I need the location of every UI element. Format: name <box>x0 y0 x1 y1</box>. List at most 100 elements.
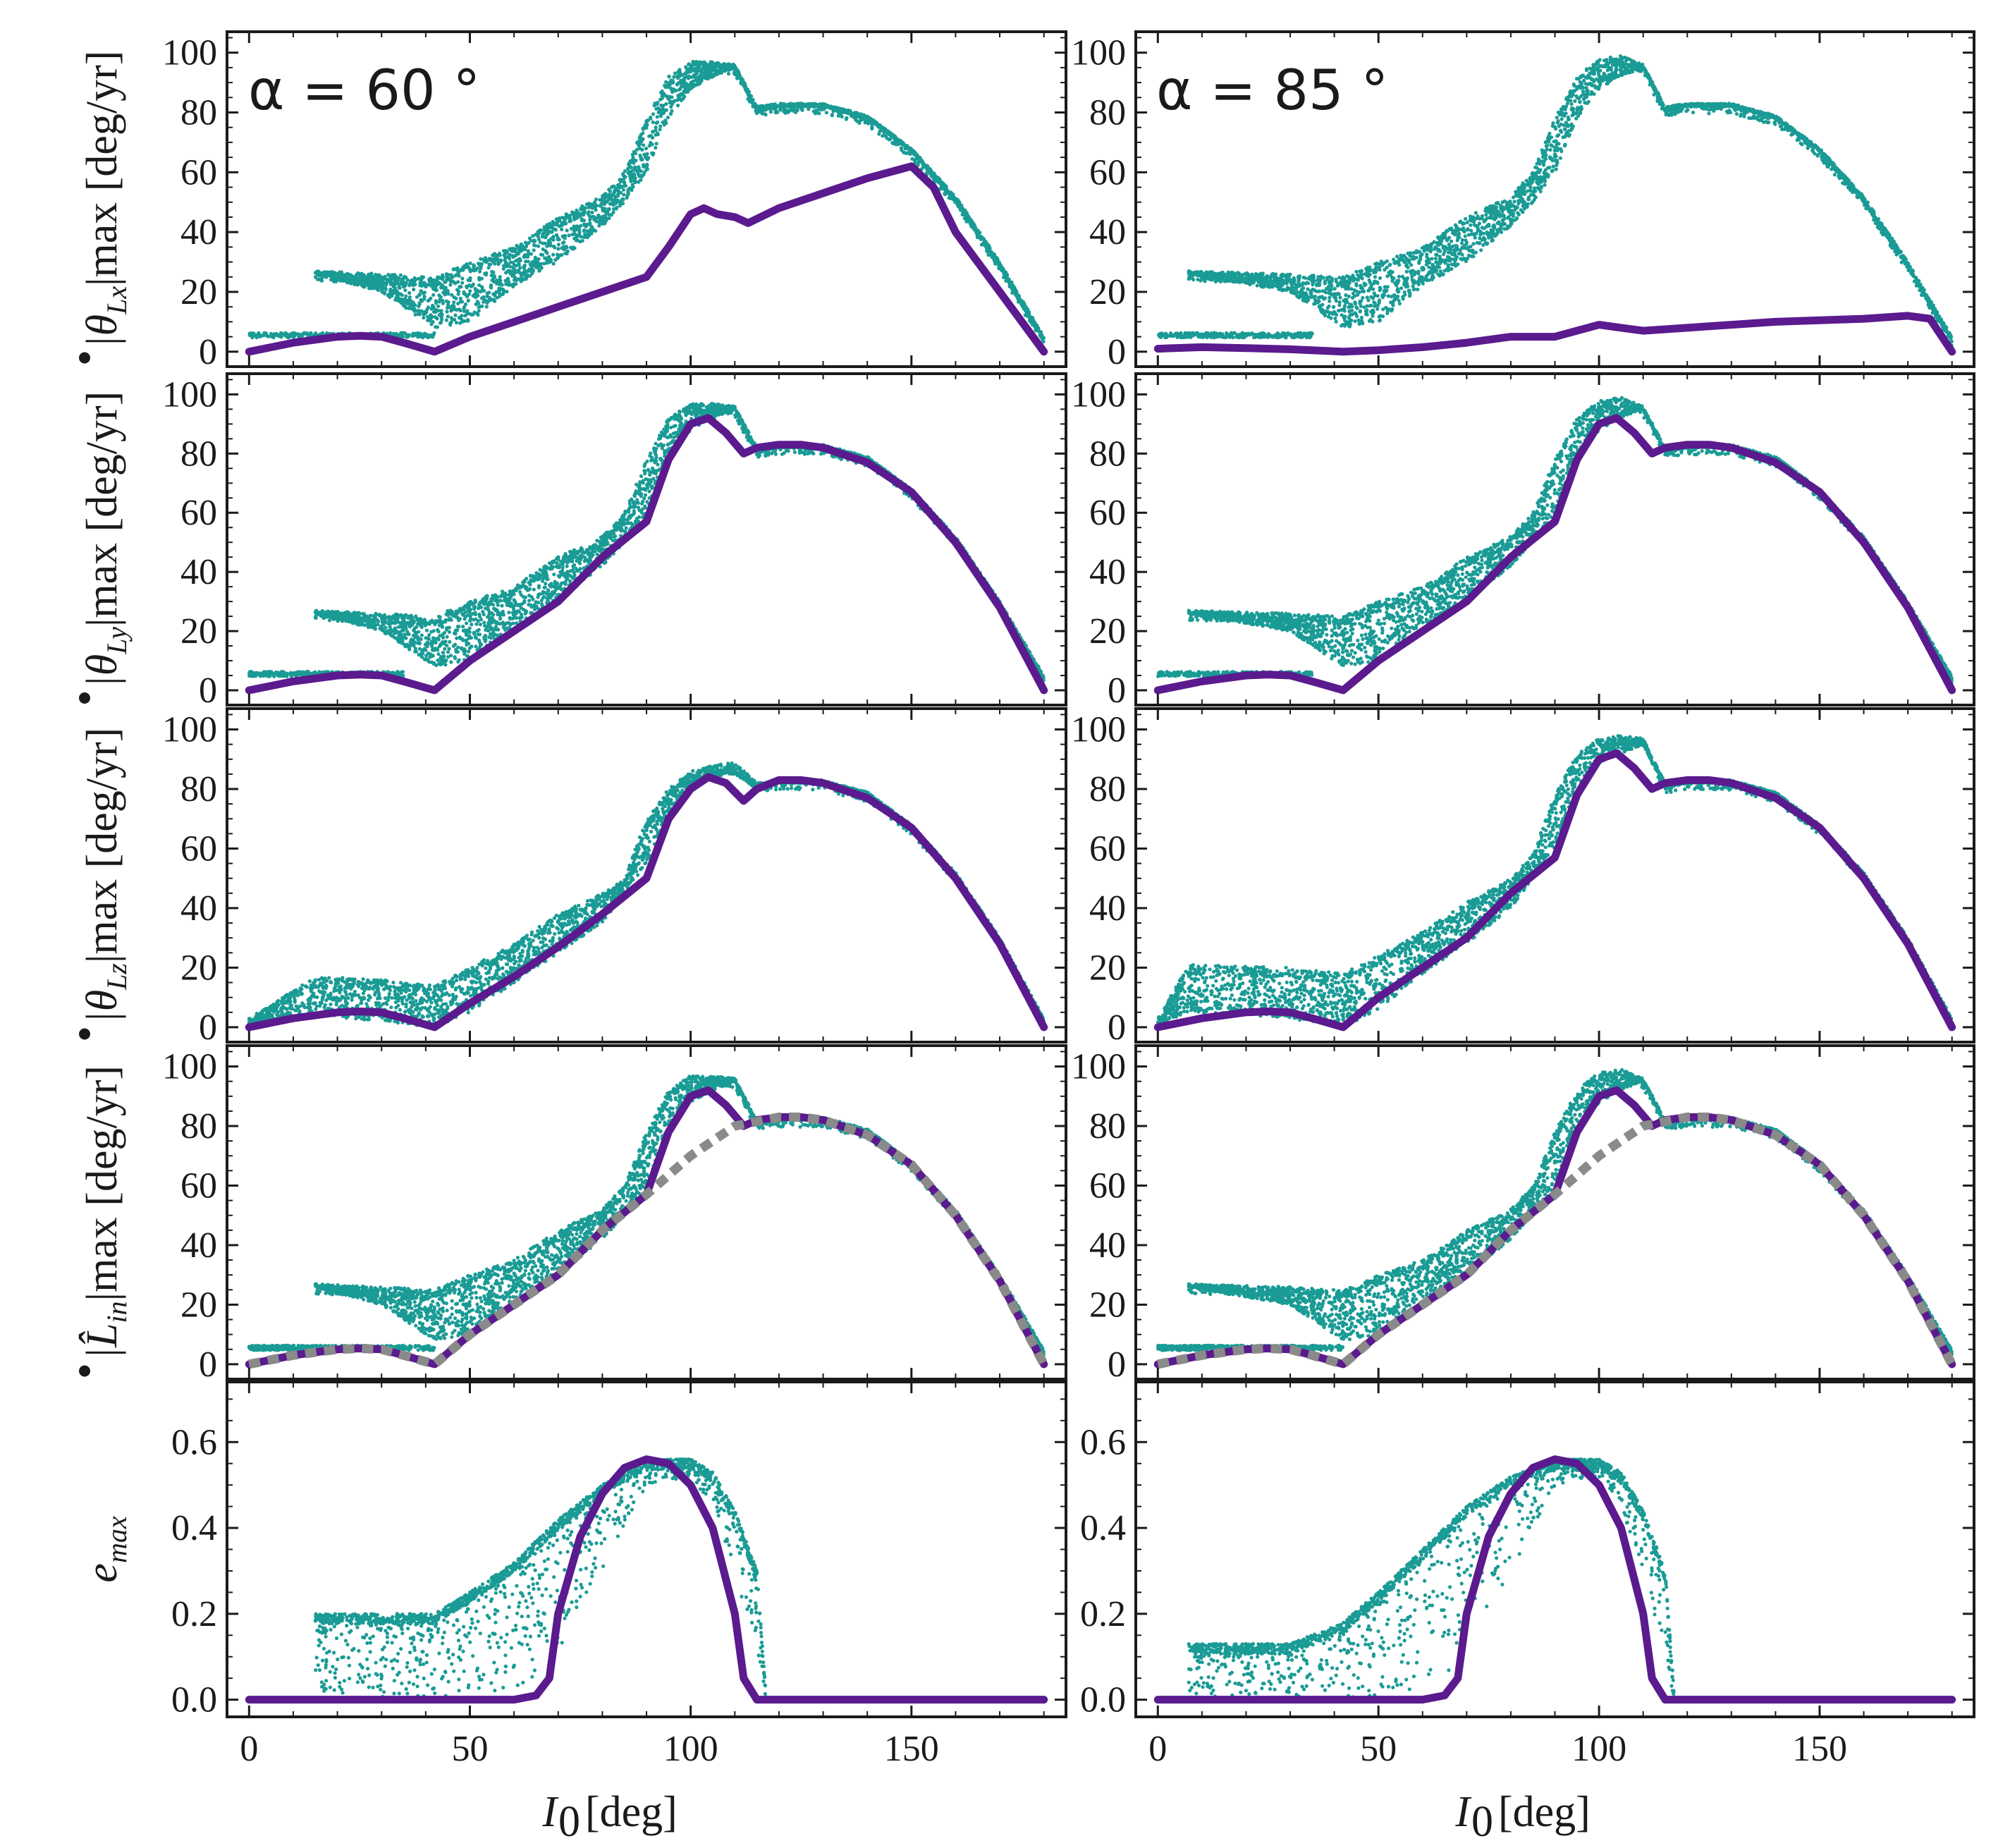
scatter-point <box>652 104 656 108</box>
scatter-point <box>527 241 531 245</box>
scatter-point <box>778 107 782 111</box>
scatter-point <box>419 309 424 313</box>
scatter-point <box>434 299 439 303</box>
scatter-point <box>400 277 404 281</box>
scatter-point <box>374 285 378 289</box>
scatter-point <box>452 280 456 284</box>
scatter-point <box>633 168 638 172</box>
scatter-point <box>1554 167 1558 171</box>
scatter-point <box>630 188 634 192</box>
scatter-point <box>543 256 547 260</box>
scatter-point <box>621 197 625 202</box>
scatter-point <box>400 280 405 284</box>
scatter-point <box>1031 319 1036 323</box>
scatter-point <box>1373 275 1378 279</box>
scatter-point <box>650 151 654 155</box>
scatter-point <box>458 285 462 289</box>
scatter-point <box>252 334 257 338</box>
y-tick-label: 0 <box>199 332 217 372</box>
scatter-point <box>300 334 305 338</box>
scatter-point <box>430 306 434 310</box>
scatter-point <box>829 105 833 109</box>
scatter-point <box>782 109 786 114</box>
scatter-point <box>772 106 777 110</box>
scatter-point <box>539 262 544 266</box>
scatter-point <box>538 240 543 245</box>
scatter-point <box>362 275 367 279</box>
scatter-point <box>320 272 325 276</box>
scatter-point <box>824 111 828 115</box>
scatter-point <box>1356 318 1361 322</box>
scatter-point <box>345 277 349 281</box>
scatter-point <box>511 282 516 286</box>
scatter-point <box>465 284 469 288</box>
scatter-point <box>477 301 481 305</box>
scatter-point <box>1579 111 1583 116</box>
scatter-point <box>687 62 691 66</box>
scatter-point <box>412 288 416 292</box>
scatter-point <box>706 66 711 71</box>
scatter-point <box>623 175 627 179</box>
scatter-point <box>501 292 505 296</box>
scatter-point <box>993 262 998 266</box>
scatter-point <box>405 333 409 338</box>
scatter-point <box>460 314 464 318</box>
scatter-point <box>1469 223 1473 227</box>
scatter-point <box>1349 287 1354 291</box>
scatter-point <box>562 235 566 239</box>
scatter-point <box>1000 269 1005 273</box>
y-tick-label: 80 <box>180 93 217 133</box>
scatter-point <box>697 65 701 69</box>
scatter-point <box>508 260 513 264</box>
scatter-point <box>658 114 663 118</box>
scatter-point <box>518 271 522 275</box>
scatter-point <box>429 322 434 326</box>
scatter-point <box>419 334 424 338</box>
scatter-point <box>257 331 261 336</box>
scatter-point <box>380 288 384 293</box>
scatter-point <box>309 331 313 335</box>
scatter-point <box>434 287 438 291</box>
scatter-point <box>682 77 687 81</box>
scatter-point <box>431 293 436 297</box>
scatter-point <box>662 109 667 113</box>
scatter-point <box>950 192 954 197</box>
scatter-point <box>455 268 460 272</box>
scatter-point <box>584 222 588 227</box>
scatter-point <box>550 230 554 234</box>
scatter-point <box>658 124 663 128</box>
scatter-point <box>551 262 556 266</box>
scatter-point <box>1034 329 1038 333</box>
scatter-point <box>675 98 680 102</box>
scatter-point <box>507 283 511 287</box>
scatter-point <box>529 252 534 256</box>
scatter-point <box>1495 205 1499 209</box>
scatter-point <box>523 240 528 245</box>
scatter-point <box>949 196 953 200</box>
scatter-point <box>716 69 720 73</box>
scatter-point <box>1002 271 1006 276</box>
scatter-point <box>862 114 866 118</box>
scatter-point <box>587 210 591 214</box>
scatter-point <box>642 143 646 147</box>
scatter-point <box>1575 110 1579 115</box>
scatter-point <box>1328 299 1332 303</box>
scatter-point <box>396 295 400 299</box>
scatter-point <box>475 291 479 295</box>
scatter-point <box>611 203 615 207</box>
scatter-point <box>505 264 509 269</box>
scatter-point <box>1378 276 1383 280</box>
scatter-point <box>453 313 458 317</box>
scatter-point <box>508 264 513 269</box>
scatter-point <box>664 121 668 126</box>
scatter-point <box>408 298 412 302</box>
scatter-point <box>992 259 997 263</box>
scatter-point <box>347 272 351 276</box>
scatter-point <box>439 285 443 289</box>
scatter-point <box>412 276 417 280</box>
scatter-point <box>531 268 536 272</box>
scatter-point <box>333 279 338 283</box>
scatter-point <box>1359 304 1363 308</box>
scatter-point <box>666 116 670 120</box>
scatter-point <box>1385 265 1389 269</box>
